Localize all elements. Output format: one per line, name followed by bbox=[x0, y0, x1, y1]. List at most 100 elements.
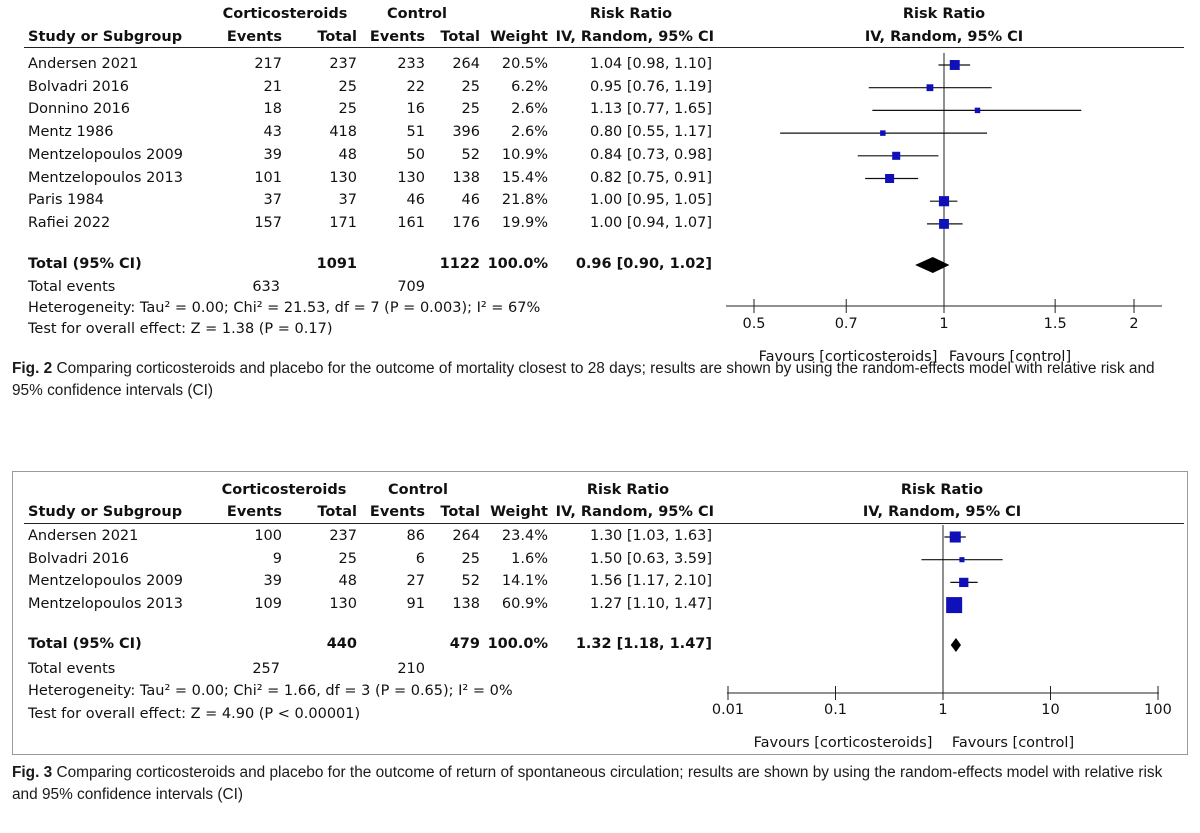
ctrl-total: 264 bbox=[452, 56, 480, 72]
weight: 23.4% bbox=[501, 528, 548, 544]
treat-total: 48 bbox=[338, 573, 357, 590]
treat-events: 18 bbox=[263, 101, 282, 118]
risk-ratio-ci: 0.80 [0.55, 1.17] bbox=[590, 124, 712, 141]
weight: 14.1% bbox=[501, 573, 548, 590]
col-header-study: Study or Subgroup bbox=[28, 504, 183, 520]
treat-events: 157 bbox=[254, 214, 282, 231]
study-name: Rafiei 2022 bbox=[28, 214, 111, 231]
treat-events: 101 bbox=[254, 169, 282, 186]
total-events-treat: 257 bbox=[252, 661, 280, 677]
header-rule bbox=[24, 523, 1184, 524]
treat-total: 171 bbox=[329, 214, 357, 231]
treat-total: 25 bbox=[338, 78, 357, 95]
figure-caption: Fig. 3 Comparing corticosteroids and pla… bbox=[12, 762, 1188, 806]
caption-label: Fig. 2 bbox=[12, 360, 53, 377]
x-tick-label: 100 bbox=[1144, 702, 1172, 718]
ctrl-events: 50 bbox=[406, 146, 425, 163]
treat-events: 39 bbox=[263, 146, 282, 163]
point-estimate-marker bbox=[885, 173, 895, 184]
risk-ratio-ci: 1.04 [0.98, 1.10] bbox=[590, 56, 712, 72]
total-events-label: Total events bbox=[28, 661, 116, 677]
risk-ratio-ci: 0.84 [0.73, 0.98] bbox=[590, 146, 712, 163]
x-tick-label: 1 bbox=[938, 702, 947, 718]
study-name: Bolvadri 2016 bbox=[28, 550, 130, 567]
study-name: Mentzelopoulos 2009 bbox=[28, 146, 183, 163]
weight: 60.9% bbox=[501, 596, 548, 613]
group-header-risk-ratio: Risk Ratio bbox=[589, 6, 673, 22]
col-header-rr: IV, Random, 95% CI bbox=[555, 504, 714, 520]
treat-events: 109 bbox=[254, 596, 282, 613]
risk-ratio-ci: 0.82 [0.75, 0.91] bbox=[590, 169, 712, 186]
ctrl-total: 25 bbox=[461, 101, 480, 118]
group-header-control: Control bbox=[387, 6, 447, 22]
ctrl-events: 130 bbox=[397, 169, 425, 186]
ctrl-events: 161 bbox=[397, 214, 425, 231]
total-ctrl: 1122 bbox=[439, 256, 480, 272]
col-header-treat-events: Events bbox=[226, 29, 282, 45]
treat-total: 237 bbox=[329, 56, 357, 72]
header-rule bbox=[24, 47, 1184, 48]
total-treat: 440 bbox=[326, 636, 357, 652]
point-estimate-marker bbox=[959, 577, 969, 588]
col-header-ctrl-total: Total bbox=[440, 504, 480, 520]
ctrl-events: 16 bbox=[406, 101, 425, 118]
weight: 2.6% bbox=[511, 101, 548, 118]
figure-caption: Fig. 2 Comparing corticosteroids and pla… bbox=[12, 358, 1188, 402]
weight: 21.8% bbox=[501, 192, 548, 209]
x-tick-label: 0.7 bbox=[835, 316, 858, 332]
point-estimate-marker bbox=[880, 130, 886, 136]
total-events-ctrl: 210 bbox=[397, 661, 425, 677]
point-estimate-marker bbox=[949, 60, 960, 70]
risk-ratio-ci: 1.56 [1.17, 2.10] bbox=[590, 573, 712, 590]
point-estimate-marker bbox=[938, 196, 950, 207]
overall-effect-text: Test for overall effect: Z = 1.38 (P = 0… bbox=[28, 321, 333, 337]
ctrl-events: 233 bbox=[397, 56, 425, 72]
total-weight: 100.0% bbox=[487, 636, 548, 652]
ctrl-events: 91 bbox=[406, 596, 425, 613]
pooled-estimate-diamond bbox=[915, 257, 950, 273]
treat-total: 130 bbox=[329, 596, 357, 613]
ctrl-total: 138 bbox=[452, 596, 480, 613]
point-estimate-marker bbox=[959, 557, 965, 563]
weight: 2.6% bbox=[511, 124, 548, 141]
total-treat: 1091 bbox=[316, 256, 357, 272]
col-header-weight: Weight bbox=[490, 29, 548, 45]
weight: 10.9% bbox=[501, 146, 548, 163]
weight: 20.5% bbox=[501, 56, 548, 72]
group-header-risk-ratio: Risk Ratio bbox=[586, 482, 670, 498]
point-estimate-marker bbox=[974, 107, 981, 114]
risk-ratio-ci: 1.00 [0.95, 1.05] bbox=[590, 192, 712, 209]
total-label: Total (95% CI) bbox=[28, 256, 142, 272]
ctrl-total: 138 bbox=[452, 169, 480, 186]
favours-right-label: Favours [control] bbox=[948, 349, 1072, 365]
risk-ratio-ci: 1.00 [0.94, 1.07] bbox=[590, 214, 712, 231]
favours-left-label: Favours [corticosteroids] bbox=[758, 349, 938, 365]
total-events-label: Total events bbox=[28, 279, 116, 295]
group-header-plot: Risk Ratio bbox=[902, 6, 986, 22]
col-header-treat-total: Total bbox=[317, 29, 357, 45]
heterogeneity-text: Heterogeneity: Tau² = 0.00; Chi² = 1.66,… bbox=[28, 683, 513, 699]
col-header-treat-total: Total bbox=[317, 504, 357, 520]
pooled-estimate-diamond bbox=[950, 638, 961, 652]
total-label: Total (95% CI) bbox=[28, 636, 142, 652]
treat-events: 100 bbox=[254, 528, 282, 544]
weight: 1.6% bbox=[511, 550, 548, 567]
ctrl-events: 86 bbox=[406, 528, 425, 544]
treat-total: 25 bbox=[338, 550, 357, 567]
ctrl-events: 51 bbox=[406, 124, 425, 141]
ctrl-total: 46 bbox=[461, 192, 480, 209]
total-ctrl: 479 bbox=[449, 636, 480, 652]
study-name: Mentz 1986 bbox=[28, 124, 114, 141]
risk-ratio-ci: 1.50 [0.63, 3.59] bbox=[590, 550, 712, 567]
caption-text: Comparing corticosteroids and placebo fo… bbox=[12, 360, 1155, 399]
ctrl-total: 25 bbox=[461, 550, 480, 567]
col-header-ctrl-events: Events bbox=[369, 504, 425, 520]
total-rr: 0.96 [0.90, 1.02] bbox=[575, 256, 712, 272]
x-tick-label: 1.5 bbox=[1044, 316, 1067, 332]
study-name: Mentzelopoulos 2013 bbox=[28, 596, 183, 613]
col-header-ctrl-events: Events bbox=[369, 29, 425, 45]
risk-ratio-ci: 1.30 [1.03, 1.63] bbox=[590, 528, 712, 544]
risk-ratio-ci: 1.27 [1.10, 1.47] bbox=[590, 596, 712, 613]
point-estimate-marker bbox=[892, 151, 901, 160]
